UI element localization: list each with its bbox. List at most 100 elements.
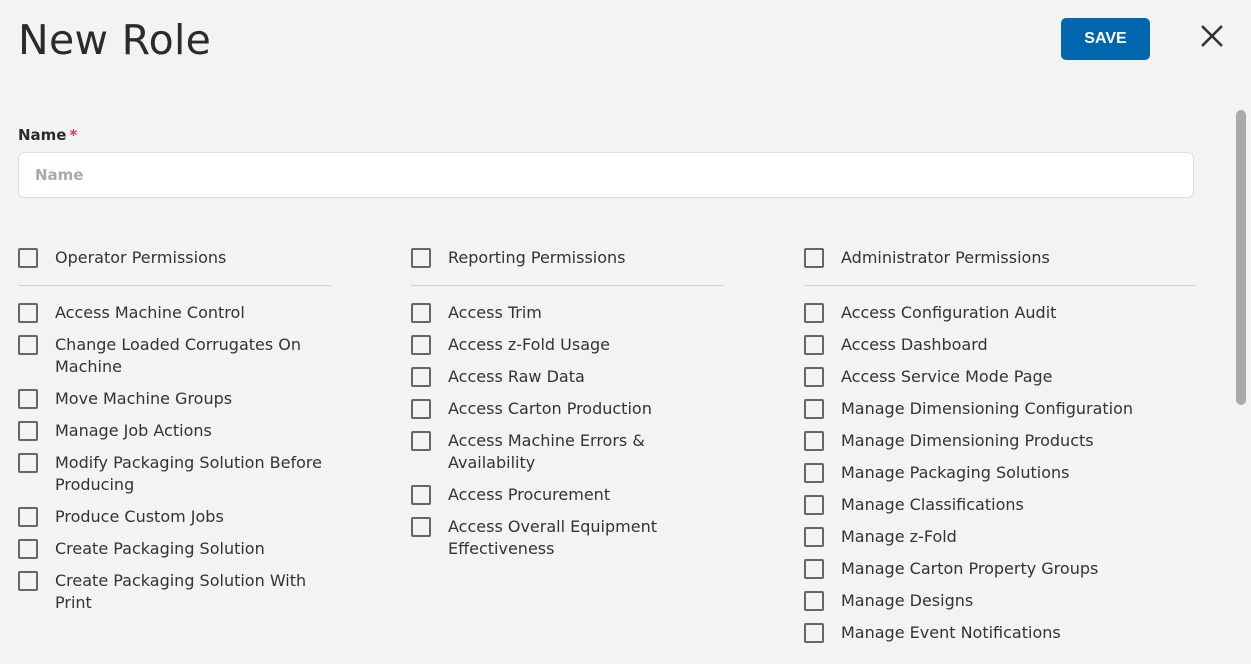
checkbox[interactable] xyxy=(411,431,431,451)
permission-item[interactable]: Access Machine Errors & Availability xyxy=(411,430,724,474)
checkbox-label: Manage Classifications xyxy=(841,495,1024,514)
checkbox-label: Access Raw Data xyxy=(448,367,585,386)
checkbox-label: Produce Custom Jobs xyxy=(55,507,224,526)
checkbox[interactable] xyxy=(18,539,38,559)
checkbox[interactable] xyxy=(804,399,824,419)
checkbox[interactable] xyxy=(804,335,824,355)
permission-item[interactable]: Manage Packaging Solutions xyxy=(804,462,1196,484)
permission-item[interactable]: Access Machine Control xyxy=(18,302,331,324)
checkbox-label: Access z-Fold Usage xyxy=(448,335,610,354)
reporting-permissions-column: Reporting Permissions Access Trim Access z… xyxy=(411,247,724,570)
checkbox-label: Access Procurement xyxy=(448,485,611,504)
checkbox[interactable] xyxy=(18,389,38,409)
checkbox-label: Access Machine Errors & Availability xyxy=(448,431,645,472)
checkbox[interactable] xyxy=(804,591,824,611)
required-asterisk: * xyxy=(69,126,78,144)
permission-item[interactable]: Access Raw Data xyxy=(411,366,724,388)
checkbox-label: Manage Dimensioning Configuration xyxy=(841,399,1134,418)
checkbox[interactable] xyxy=(804,431,824,451)
close-icon[interactable] xyxy=(1196,20,1228,52)
checkbox[interactable] xyxy=(411,485,431,505)
permission-item[interactable]: Manage Job Actions xyxy=(18,420,331,442)
checkbox-label: Manage Packaging Solutions xyxy=(841,463,1070,482)
permission-item[interactable]: Access Dashboard xyxy=(804,334,1196,356)
checkbox[interactable] xyxy=(18,335,38,355)
checkbox[interactable] xyxy=(18,571,38,591)
checkbox-label: Manage Job Actions xyxy=(55,421,212,440)
permission-item[interactable]: Access Service Mode Page xyxy=(804,366,1196,388)
permission-item[interactable]: Change Loaded Corrugates On Machine xyxy=(18,334,331,378)
checkbox-label: Create Packaging Solution With Print xyxy=(55,571,307,612)
checkbox[interactable] xyxy=(804,559,824,579)
permission-item[interactable]: Access Trim xyxy=(411,302,724,324)
checkbox-label: Access Configuration Audit xyxy=(841,303,1057,322)
checkbox-label: Move Machine Groups xyxy=(55,389,233,408)
permission-item[interactable]: Access Procurement xyxy=(411,484,724,506)
permission-item[interactable]: Move Machine Groups xyxy=(18,388,331,410)
checkbox-label: Reporting Permissions xyxy=(448,248,626,267)
operator-permissions-column: Operator Permissions Access Machine Contr… xyxy=(18,247,331,624)
permission-item[interactable]: Access z-Fold Usage xyxy=(411,334,724,356)
checkbox-label: Manage Carton Property Groups xyxy=(841,559,1099,578)
checkbox[interactable] xyxy=(804,248,824,268)
name-label: Name * xyxy=(18,126,78,144)
checkbox[interactable] xyxy=(804,527,824,547)
checkbox-label: Create Packaging Solution xyxy=(55,539,265,558)
checkbox[interactable] xyxy=(411,399,431,419)
checkbox-label: Administrator Permissions xyxy=(841,248,1050,267)
group-select-all[interactable]: Operator Permissions xyxy=(18,247,331,269)
permission-item[interactable]: Produce Custom Jobs xyxy=(18,506,331,528)
permission-item[interactable]: Create Packaging Solution With Print xyxy=(18,570,331,614)
checkbox[interactable] xyxy=(18,453,38,473)
checkbox[interactable] xyxy=(411,367,431,387)
permission-item[interactable]: Manage z-Fold xyxy=(804,526,1196,548)
checkbox[interactable] xyxy=(18,248,38,268)
checkbox[interactable] xyxy=(804,367,824,387)
group-select-all[interactable]: Reporting Permissions xyxy=(411,247,724,269)
permission-item[interactable]: Access Configuration Audit xyxy=(804,302,1196,324)
scrollbar-thumb[interactable] xyxy=(1236,110,1246,405)
permission-item[interactable]: Manage Dimensioning Products xyxy=(804,430,1196,452)
checkbox-label: Access Carton Production xyxy=(448,399,652,418)
permission-item[interactable]: Access Overall Equipment Effectiveness xyxy=(411,516,724,560)
checkbox-label: Manage z-Fold xyxy=(841,527,957,546)
checkbox-label: Manage Designs xyxy=(841,591,974,610)
permission-item[interactable]: Manage Dimensioning Configuration xyxy=(804,398,1196,420)
checkbox[interactable] xyxy=(804,463,824,483)
checkbox[interactable] xyxy=(411,517,431,537)
group-header: Operator Permissions xyxy=(18,247,331,286)
checkbox[interactable] xyxy=(804,495,824,515)
group-select-all[interactable]: Administrator Permissions xyxy=(804,247,1196,269)
checkbox-label: Manage Dimensioning Products xyxy=(841,431,1094,450)
checkbox[interactable] xyxy=(411,303,431,323)
permission-item[interactable]: Manage Event Notifications xyxy=(804,622,1196,644)
checkbox-label: Operator Permissions xyxy=(55,248,227,267)
checkbox-label: Modify Packaging Solution Before Produci… xyxy=(55,453,322,494)
checkbox-label: Access Trim xyxy=(448,303,542,322)
form-scroll-area: Name* Operator Permissions Access Machine… xyxy=(0,100,1232,645)
permission-item[interactable]: Modify Packaging Solution Before Produci… xyxy=(18,452,331,496)
checkbox-label: Manage Event Notifications xyxy=(841,623,1061,642)
permission-item[interactable]: Manage Designs xyxy=(804,590,1196,612)
permission-item[interactable]: Manage Classifications xyxy=(804,494,1196,516)
checkbox[interactable] xyxy=(411,248,431,268)
checkbox-label: Access Dashboard xyxy=(841,335,988,354)
checkbox[interactable] xyxy=(804,623,824,643)
checkbox-label: Access Service Mode Page xyxy=(841,367,1053,386)
group-header: Administrator Permissions xyxy=(804,247,1196,286)
checkbox-label: Change Loaded Corrugates On Machine xyxy=(55,335,302,376)
name-input[interactable] xyxy=(18,152,1194,198)
checkbox[interactable] xyxy=(18,303,38,323)
checkbox[interactable] xyxy=(411,335,431,355)
group-header: Reporting Permissions xyxy=(411,247,724,286)
checkbox[interactable] xyxy=(18,507,38,527)
permission-item[interactable]: Access Carton Production xyxy=(411,398,724,420)
permission-item[interactable]: Manage Carton Property Groups xyxy=(804,558,1196,580)
administrator-permissions-column: Administrator Permissions Access Configur… xyxy=(804,247,1196,645)
permission-item[interactable]: Create Packaging Solution xyxy=(18,538,331,560)
checkbox-label: Access Machine Control xyxy=(55,303,245,322)
checkbox[interactable] xyxy=(18,421,38,441)
checkbox[interactable] xyxy=(804,303,824,323)
save-button[interactable]: SAVE xyxy=(1061,18,1150,60)
page-title: New Role xyxy=(18,16,212,64)
